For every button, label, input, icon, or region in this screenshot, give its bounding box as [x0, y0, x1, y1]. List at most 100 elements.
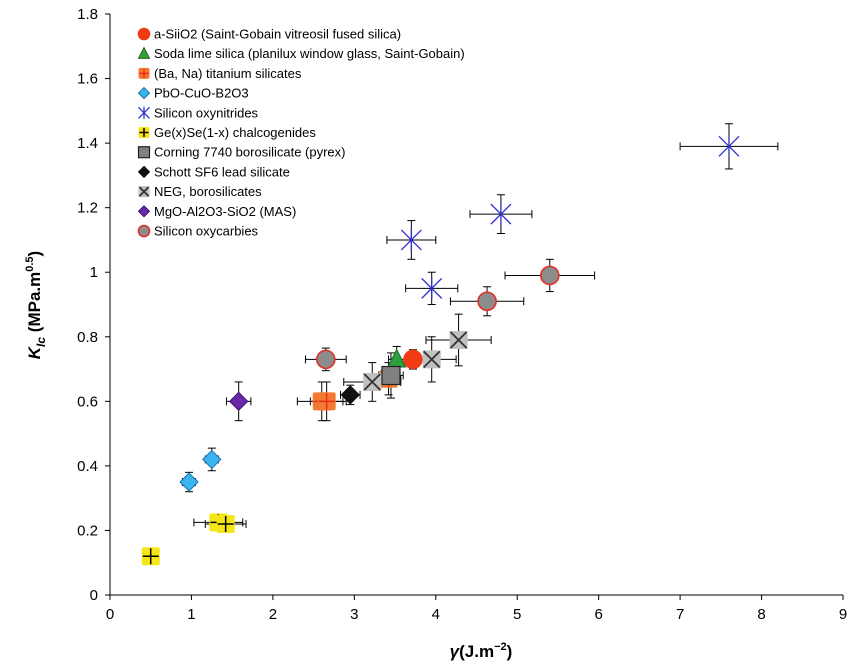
data-point	[340, 385, 360, 405]
x-tick-label: 7	[676, 606, 684, 623]
diamond-shape	[340, 385, 360, 405]
legend-item: MgO-Al2O3-SiO2 (MAS)	[137, 204, 296, 219]
x-stroke-b	[363, 373, 381, 391]
legend-item: PbO-CuO-B2O3	[137, 86, 249, 101]
x-axis-exponent: −2	[494, 641, 507, 653]
data-point	[477, 291, 497, 312]
data-point	[381, 365, 401, 386]
y-tick-label: 1.2	[77, 200, 98, 217]
legend-item: NEG, borosilicates	[138, 184, 262, 199]
tick-labels: 0 1 2 3 4 5 6 7 8 9 0 0.2 0.4 0.6 0.8 1 1.2 1.4 1.6 1.8	[77, 6, 847, 623]
data-point	[141, 547, 160, 566]
data-point	[400, 228, 422, 251]
x-tick-label: 9	[839, 606, 847, 623]
x-tick-label: 6	[594, 606, 602, 623]
legend-item: Schott SF6 lead silicate	[137, 164, 290, 179]
legend-item: Silicon oxycarbies	[137, 224, 259, 239]
x-tick-label: 2	[269, 606, 277, 623]
y-tick-label: 1	[90, 264, 98, 281]
x-tick-label: 3	[350, 606, 358, 623]
legend-marker	[137, 86, 151, 100]
x-axis-unit: (J.m	[459, 642, 494, 661]
x-tick-label: 5	[513, 606, 521, 623]
diamond-shape	[137, 205, 151, 218]
legend-item: a-SiiO2 (Saint-Gobain vitreosil fused si…	[137, 27, 401, 42]
axes	[105, 13, 844, 600]
diamond-shape	[137, 165, 151, 179]
x-axis-symbol: γ	[450, 642, 461, 661]
y-axis-title: KIc (MPa.m0.5)	[24, 251, 48, 359]
data-point	[539, 265, 560, 286]
legend-label: Schott SF6 lead silicate	[154, 164, 290, 179]
circle-shape	[137, 27, 151, 41]
legend-item: Soda lime silica (planilux window glass,…	[137, 46, 465, 61]
data-point	[179, 472, 199, 492]
legend-item: Ge(x)Se(1-x) chalcogenides	[138, 125, 316, 140]
data-point	[718, 135, 740, 158]
diamond-shape	[228, 391, 249, 412]
triangle-shape	[137, 46, 151, 59]
y-tick-label: 0.4	[77, 458, 98, 475]
legend-label: Soda lime silica (planilux window glass,…	[154, 46, 465, 61]
legend-label: Silicon oxynitrides	[154, 105, 259, 120]
y-tick-label: 0.8	[77, 329, 98, 346]
y-tick-label: 0	[90, 587, 98, 604]
legend-label: (Ba, Na) titanium silicates	[154, 66, 302, 81]
legend-marker	[138, 106, 150, 119]
data-point	[316, 349, 336, 370]
legend-label: Corning 7740 borosilicate (pyrex)	[154, 145, 345, 160]
legend-marker	[138, 186, 150, 198]
data-point	[317, 392, 336, 411]
legend-item: Corning 7740 borosilicate (pyrex)	[137, 145, 345, 160]
x-axis-close: )	[507, 642, 513, 661]
square-shape	[137, 146, 151, 159]
legend-label: NEG, borosilicates	[154, 184, 262, 199]
data-point	[421, 277, 443, 300]
data-point	[216, 514, 235, 533]
circle-shape	[403, 349, 423, 370]
data-point	[363, 372, 382, 391]
y-axis-unit: (MPa.m	[25, 272, 44, 337]
legend-item: Silicon oxynitrides	[138, 105, 259, 120]
diamond-shape	[202, 449, 222, 470]
x-tick-label: 0	[106, 606, 114, 623]
y-tick-label: 1.8	[77, 6, 98, 23]
data-point	[422, 350, 441, 369]
x-stroke-b	[449, 331, 468, 349]
data-point	[228, 391, 249, 412]
y-axis-exponent: 0.5	[24, 256, 36, 271]
legend-item: (Ba, Na) titanium silicates	[138, 66, 302, 81]
legend-marker	[137, 27, 151, 41]
data-point	[202, 449, 222, 470]
diamond-shape	[179, 472, 199, 492]
data-point	[386, 348, 407, 368]
legend-label: PbO-CuO-B2O3	[154, 86, 249, 101]
circle-shape	[316, 349, 336, 370]
data-point	[449, 331, 468, 350]
legend-marker	[137, 224, 151, 238]
legend-marker	[137, 205, 151, 218]
x-tick-label: 8	[757, 606, 765, 623]
data-point	[490, 203, 512, 226]
square-shape	[381, 365, 401, 386]
x-tick-label: 4	[432, 606, 440, 623]
x-tick-label: 1	[187, 606, 195, 623]
y-axis-close: )	[25, 251, 44, 257]
legend-label: Silicon oxycarbies	[154, 224, 259, 239]
circle-shape	[477, 291, 497, 312]
legend-marker	[137, 146, 151, 159]
legend-marker	[138, 127, 150, 138]
y-tick-label: 1.4	[77, 135, 98, 152]
legend-label: Ge(x)Se(1-x) chalcogenides	[154, 125, 316, 140]
legend-marker	[137, 165, 151, 179]
circle-shape	[137, 224, 151, 238]
x-stroke-b	[423, 350, 441, 369]
legend-label: MgO-Al2O3-SiO2 (MAS)	[154, 204, 296, 219]
circle-shape	[539, 265, 560, 286]
y-tick-label: 0.6	[77, 393, 98, 410]
data-points	[141, 135, 740, 566]
diamond-shape	[137, 86, 151, 100]
legend-marker	[138, 67, 150, 79]
y-axis-symbol: K	[25, 345, 44, 359]
